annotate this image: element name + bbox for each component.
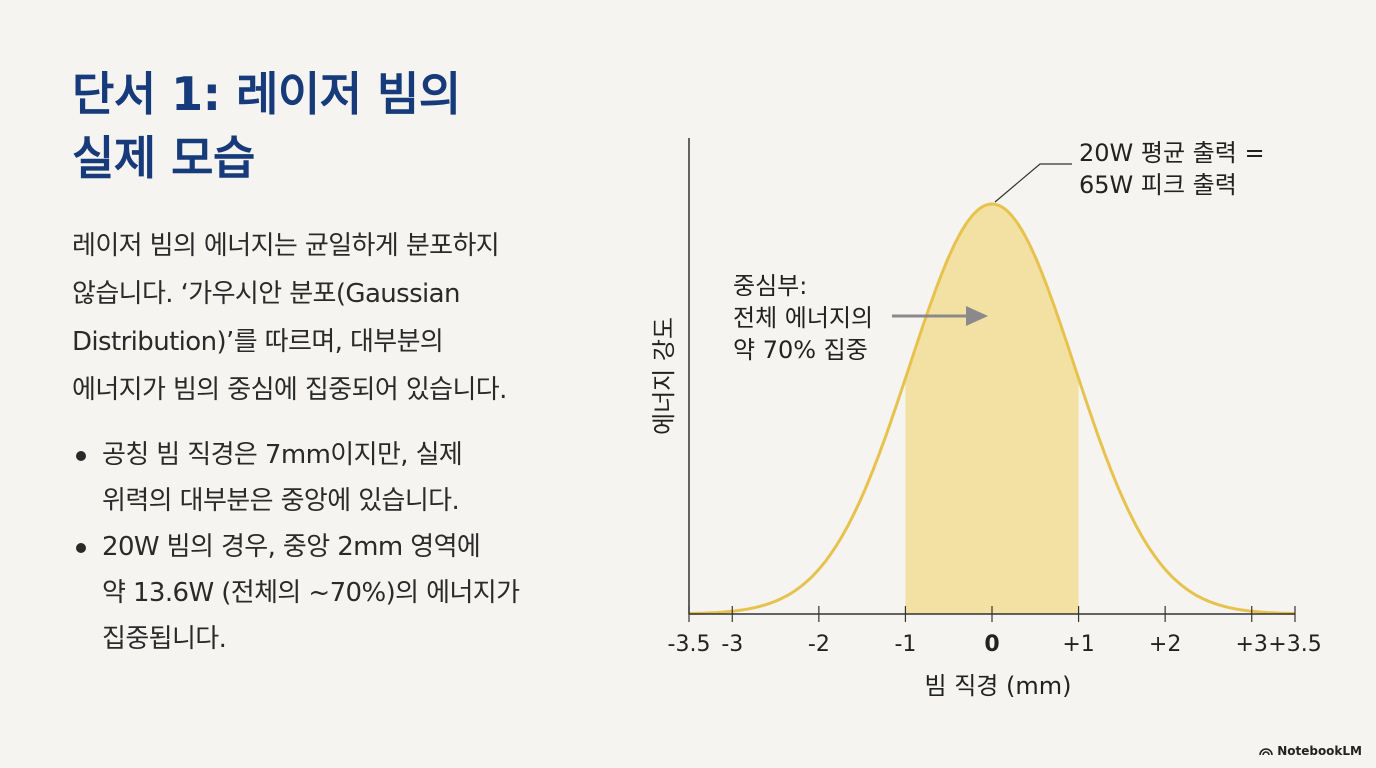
highlight-region-layer [905, 204, 1079, 614]
center-arrow-head-icon [966, 306, 988, 326]
bullet-dot [76, 543, 86, 553]
notebooklm-logo-icon [1259, 748, 1273, 756]
x-tick-label: +2 [1149, 632, 1181, 657]
bullet-line: 위력의 대부분은 중앙에 있습니다. [102, 486, 460, 516]
x-tick-label: -1 [894, 632, 916, 657]
gaussian-curve [689, 202, 1295, 615]
x-tick-label: -3 [721, 632, 743, 657]
bullet-line: 약 13.6W (전체의 ~70%)의 에너지가 [102, 578, 520, 608]
bullet-line: 20W 빔의 경우, 중앙 2mm 영역에 [102, 532, 481, 562]
center-annotation-label: 중심부: [733, 272, 807, 300]
center-annotation-label: 전체 에너지의 [733, 304, 873, 332]
ticks-layer: -3.5 -3 -2 -1 0 +1 +2 +3 +3.5 [668, 606, 1322, 657]
intro-line: Distribution)’를 따르며, 대부분의 [72, 327, 444, 357]
notebooklm-watermark: NotebookLM [1259, 744, 1362, 758]
bullet-line: 공칭 빔 직경은 7mm이지만, 실제 [102, 440, 463, 470]
slide-title-line: 단서 1: 레이저 빔의 [72, 67, 461, 121]
x-tick-label: -3.5 [668, 632, 711, 657]
bullet-list: 공칭 빔 직경은 7mm이지만, 실제 위력의 대부분은 중앙에 있습니다. 2… [72, 432, 612, 662]
slide-title: 단서 1: 레이저 빔의 실제 모습 [72, 62, 592, 190]
x-axis-title: 빔 직경 (mm) [925, 672, 1072, 700]
peak-annotation-label: 20W 평균 출력 = [1079, 139, 1265, 167]
x-tick-label: 0 [984, 632, 999, 657]
x-tick-label: +3 [1235, 632, 1267, 657]
intro-line: 에너지가 빔의 중심에 집중되어 있습니다. [72, 375, 507, 405]
bullet-item: 20W 빔의 경우, 중앙 2mm 영역에 약 13.6W (전체의 ~70%)… [72, 524, 612, 662]
intro-line: 않습니다. ‘가우시안 분포(Gaussian [72, 279, 460, 309]
highlight-region [905, 204, 1079, 614]
intro-paragraph: 레이저 빔의 에너지는 균일하게 분포하지 않습니다. ‘가우시안 분포(Gau… [72, 222, 612, 414]
x-tick-label: +1 [1062, 632, 1094, 657]
bullet-line: 집중됩니다. [102, 624, 227, 654]
peak-leader-line [994, 163, 1072, 203]
x-tick-label: +3.5 [1268, 632, 1321, 657]
intro-line: 레이저 빔의 에너지는 균일하게 분포하지 [72, 231, 500, 261]
watermark-text: NotebookLM [1277, 744, 1362, 758]
peak-annotation-label: 65W 피크 출력 [1079, 171, 1237, 199]
y-axis-title: 에너지 강도 [650, 317, 678, 435]
curve-layer [689, 202, 1295, 615]
slide-title-line: 실제 모습 [72, 131, 255, 185]
center-annotation-label: 약 70% 집중 [733, 336, 868, 364]
bullet-item: 공칭 빔 직경은 7mm이지만, 실제 위력의 대부분은 중앙에 있습니다. [72, 432, 612, 524]
x-tick-label: -2 [808, 632, 830, 657]
bullet-dot [76, 451, 86, 461]
